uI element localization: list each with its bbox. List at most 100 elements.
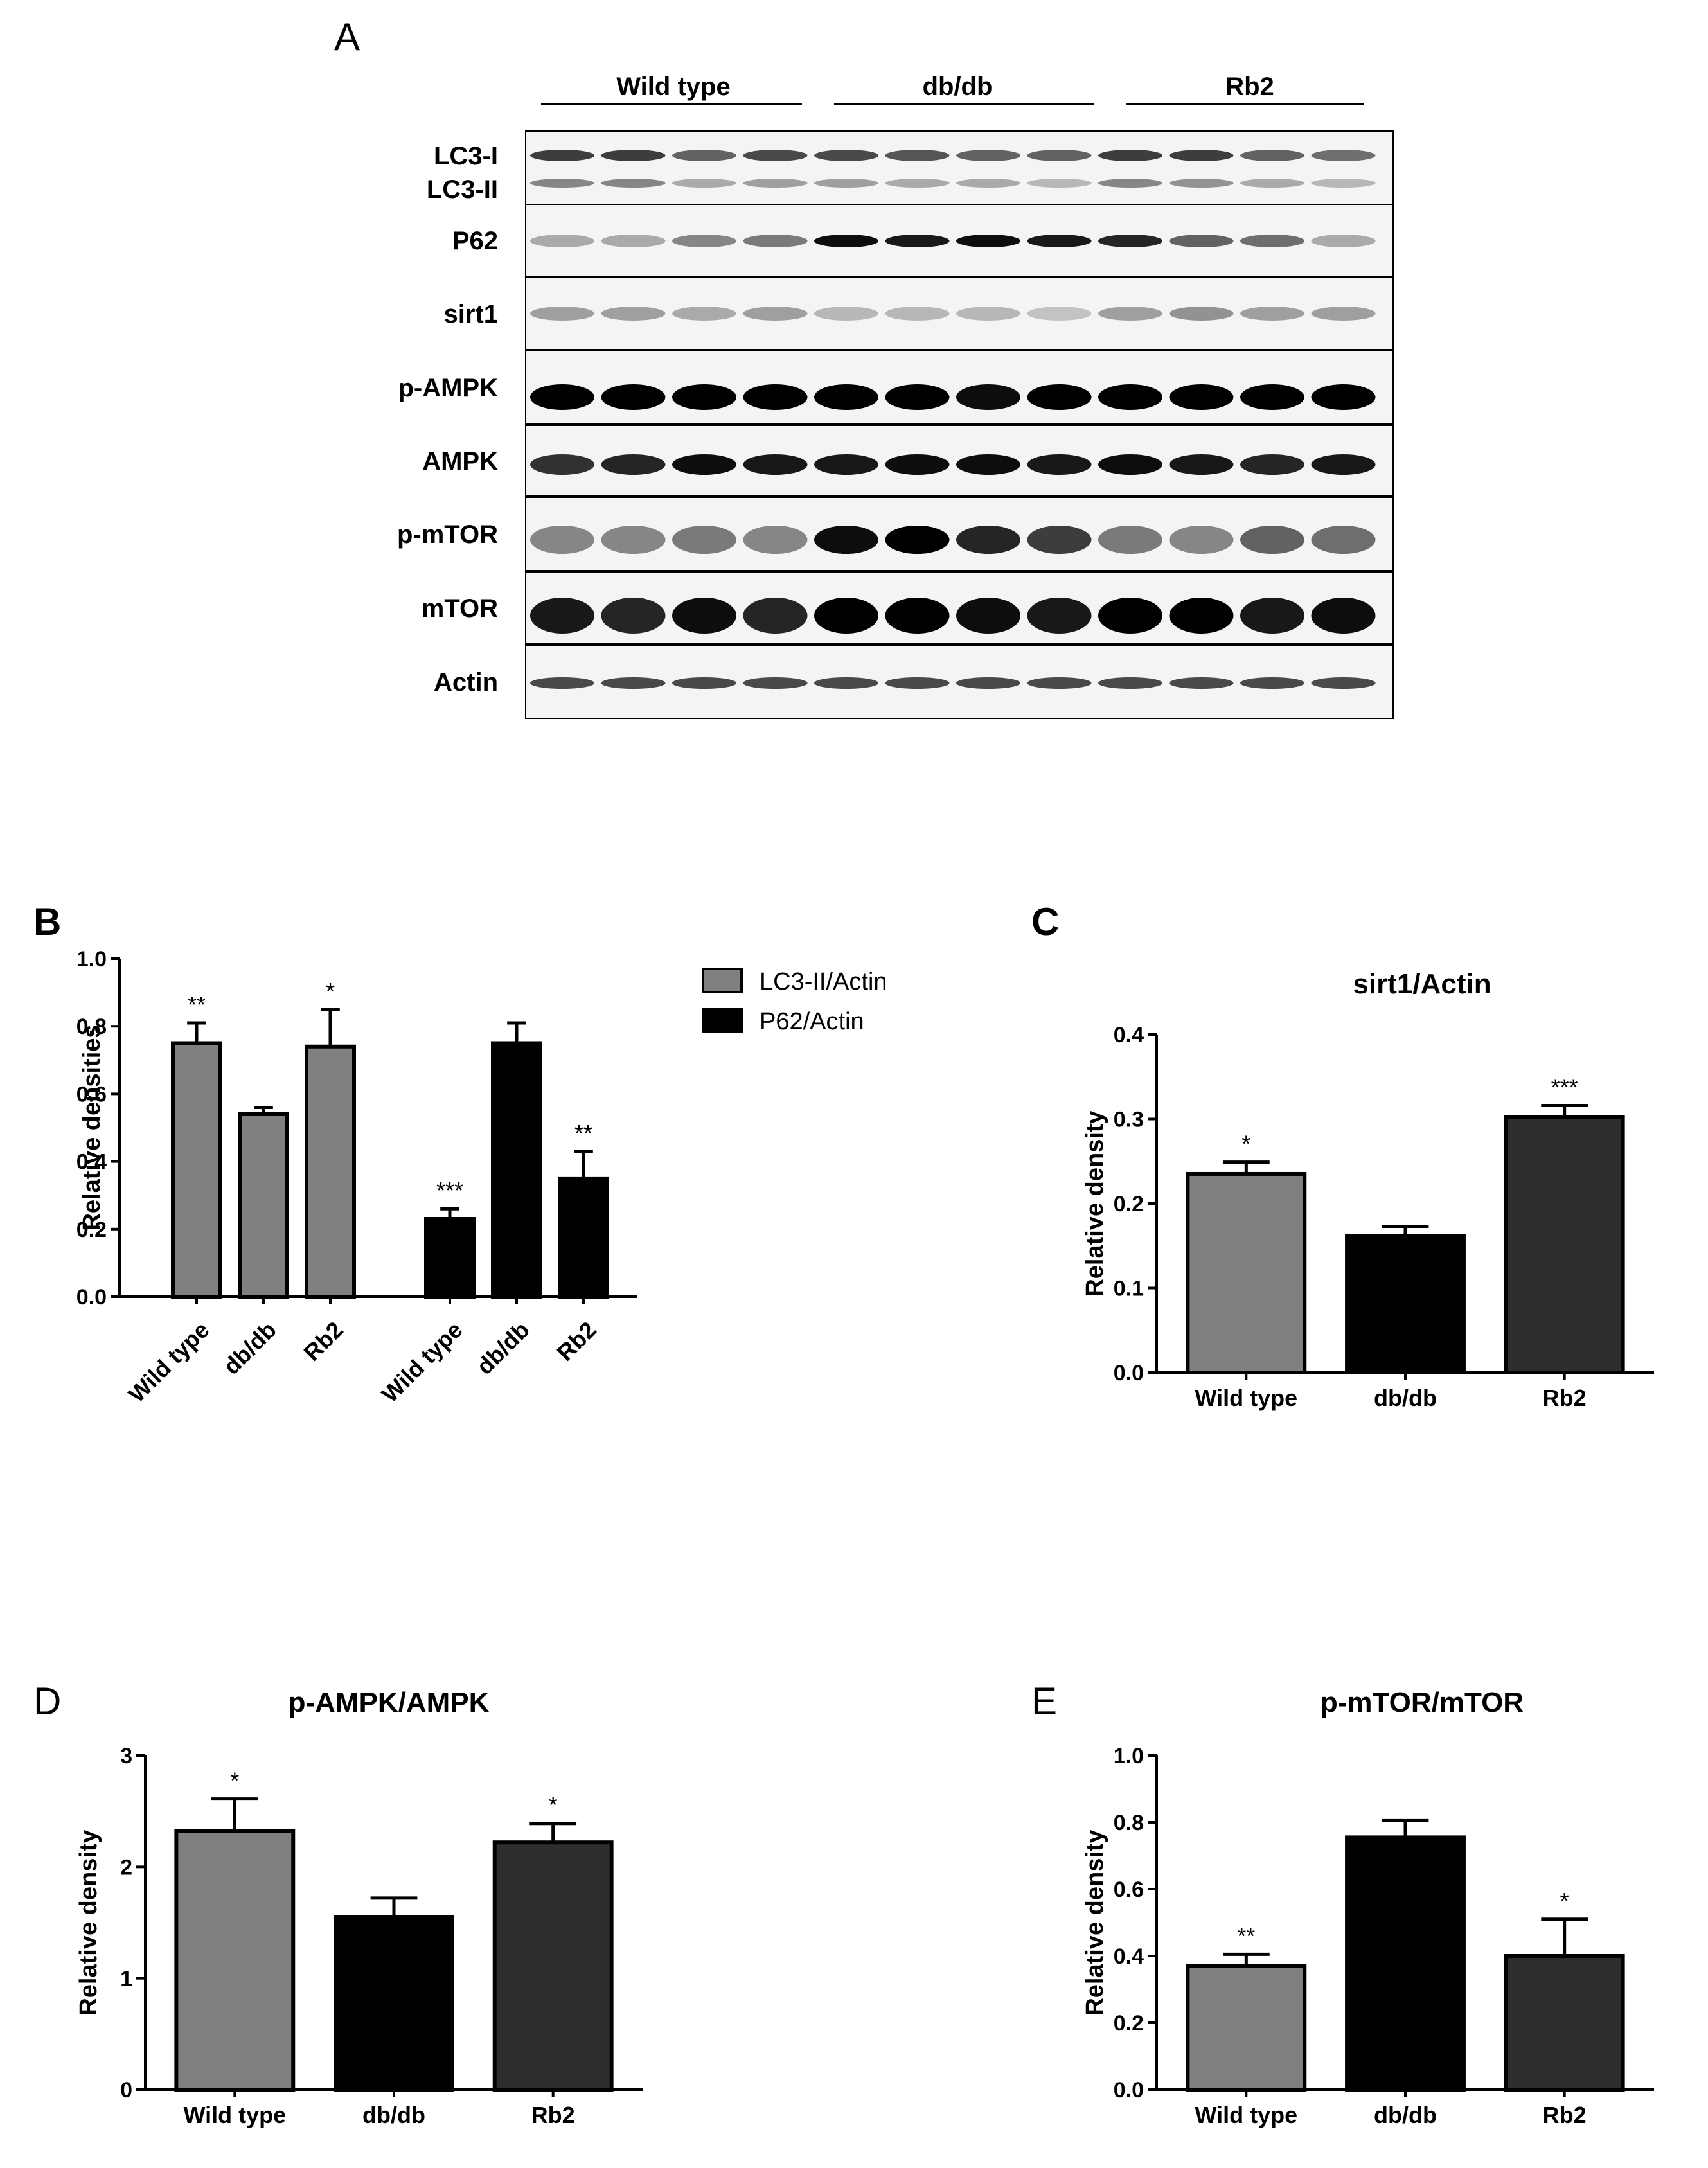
blot-band — [601, 307, 666, 321]
blot-band — [601, 235, 666, 247]
bar — [238, 1112, 289, 1299]
panel-letter-d: D — [33, 1680, 61, 1723]
blot-band — [530, 235, 594, 247]
blot-strip-frame — [525, 130, 1394, 205]
blot-band — [885, 526, 950, 554]
blot-band — [743, 179, 808, 188]
blot-row-label: sirt1 — [444, 300, 499, 328]
bar — [1504, 1115, 1625, 1374]
legend-label: LC3-II/Actin — [760, 968, 887, 995]
blot-band — [956, 150, 1020, 161]
blot-band — [885, 307, 950, 321]
blot-band — [1240, 150, 1304, 161]
blot-band — [672, 179, 736, 188]
blot-band — [601, 677, 666, 689]
blot-band — [530, 598, 594, 634]
blot-band — [956, 526, 1020, 554]
x-tick-label: Rb2 — [299, 1317, 348, 1366]
y-tick-label: 0.8 — [1114, 1811, 1144, 1835]
blot-row-label: p-AMPK — [398, 374, 498, 402]
blot-band — [1311, 384, 1376, 410]
blot-band — [1311, 179, 1376, 188]
blot-band — [1311, 454, 1376, 475]
y-tick-label: 0 — [120, 2078, 132, 2102]
blot-band — [743, 677, 808, 689]
blot-group-label: Rb2 — [1225, 73, 1274, 101]
blot-row-label: P62 — [452, 227, 498, 255]
blot-band — [814, 454, 878, 475]
y-tick-label: 0.0 — [1114, 2078, 1144, 2102]
panel-letter-a: A — [334, 15, 360, 58]
blot-band — [1027, 677, 1092, 689]
y-axis-title: Relative density — [1081, 1829, 1108, 2015]
bar — [558, 1176, 609, 1299]
blot-band — [1311, 235, 1376, 247]
blot-band — [743, 526, 808, 554]
blot-band — [743, 384, 808, 410]
legend-swatch — [702, 968, 743, 993]
blot-band — [1240, 235, 1304, 247]
y-tick-label: 0.4 — [1114, 1023, 1144, 1047]
bar — [174, 1829, 296, 2092]
x-tick-label: Wild type — [183, 2102, 286, 2128]
blot-band — [1311, 150, 1376, 161]
blot-strip-frame — [525, 350, 1394, 425]
y-tick-label: 0.2 — [1114, 1192, 1144, 1216]
blot-band — [601, 598, 666, 634]
blot-strip — [525, 425, 1394, 497]
blot-band — [1169, 454, 1234, 475]
chart-title: sirt1/Actin — [1353, 968, 1491, 1000]
x-tick-label: Rb2 — [552, 1317, 601, 1366]
blot-group-label: Wild type — [616, 73, 730, 101]
blot-band — [1098, 384, 1162, 410]
x-tick-label: Wild type — [377, 1317, 468, 1408]
bar — [1345, 1233, 1466, 1374]
blot-band — [1027, 179, 1092, 188]
bar — [491, 1041, 542, 1299]
x-tick-label: Wild type — [1195, 2102, 1297, 2128]
blot-band — [743, 235, 808, 247]
blot-band — [530, 677, 594, 689]
blot-band — [814, 384, 878, 410]
y-tick-label: 0.4 — [76, 1150, 107, 1175]
blot-band — [1027, 384, 1092, 410]
blot-band — [743, 150, 808, 161]
blot-band — [672, 235, 736, 247]
blot-band — [743, 598, 808, 634]
x-tick-label: Wild type — [123, 1317, 215, 1408]
blot-band — [672, 307, 736, 321]
blot-band — [1240, 526, 1304, 554]
blot-band — [743, 307, 808, 321]
blot-band — [814, 307, 878, 321]
blot-row-label: mTOR — [422, 594, 498, 623]
significance-label: ** — [1237, 1923, 1255, 1949]
blot-band — [530, 454, 594, 475]
blot-band — [885, 150, 950, 161]
blot-band — [885, 454, 950, 475]
blot-band — [601, 384, 666, 410]
x-tick-label: db/db — [1374, 1385, 1437, 1411]
blot-band — [1098, 677, 1162, 689]
blot-band — [956, 307, 1020, 321]
blot-band — [530, 179, 594, 188]
bar — [424, 1217, 476, 1299]
blot-strip — [525, 571, 1394, 644]
blot-band — [1169, 235, 1234, 247]
blot-band — [530, 384, 594, 410]
y-tick-label: 0.0 — [76, 1285, 107, 1310]
blot-band — [1169, 598, 1234, 634]
blot-band — [1027, 150, 1092, 161]
blot-band — [814, 598, 878, 634]
y-tick-label: 0.4 — [1114, 1944, 1144, 1969]
blot-band — [1098, 150, 1162, 161]
blot-band — [814, 150, 878, 161]
panel-letter-e: E — [1031, 1680, 1057, 1723]
x-tick-label: Rb2 — [1543, 2102, 1587, 2128]
bar — [1504, 1954, 1625, 2092]
y-axis-title: Relative density — [1081, 1110, 1108, 1296]
chart-c: 0.0 0.1 0.2 0.3 0.4 Relative density sirt1/Act… — [1081, 968, 1654, 1411]
panel-letter-c: C — [1031, 900, 1059, 943]
blot-band — [885, 235, 950, 247]
legend-swatch — [702, 1008, 743, 1033]
